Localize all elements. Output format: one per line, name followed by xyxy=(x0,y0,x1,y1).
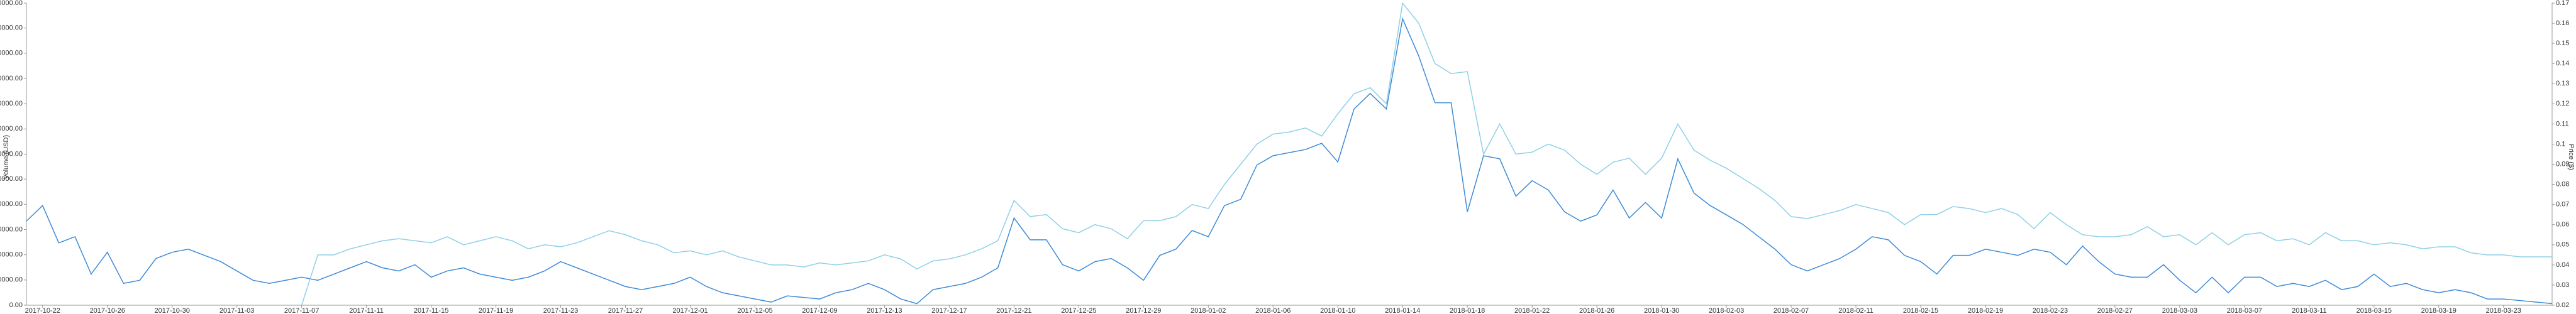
x-tick-label: 2018-01-30 xyxy=(1644,307,1679,314)
y-tick-label: 24300000.00 xyxy=(0,225,23,233)
x-tick-label: 2018-01-14 xyxy=(1385,307,1420,314)
x-tick-label: 2018-01-10 xyxy=(1320,307,1355,314)
x-tick-label: 2017-12-21 xyxy=(996,307,1031,314)
x-tick-label: 2018-03-23 xyxy=(2486,307,2521,314)
y-tick-label: 16200000.00 xyxy=(0,251,23,259)
y2-tick-label: 0.09 xyxy=(2556,160,2569,168)
series-line xyxy=(301,2,2552,306)
x-tick-label: 2018-01-26 xyxy=(1579,307,1614,314)
x-tick-label: 2017-11-23 xyxy=(543,307,578,314)
y2-tick-label: 0.17 xyxy=(2556,0,2569,7)
x-tick-label: 2018-03-03 xyxy=(2162,307,2197,314)
x-tick-label: 2017-11-07 xyxy=(284,307,319,314)
y-tick-label: 40500000.00 xyxy=(0,175,23,183)
y-tick-label: 72800000.00 xyxy=(0,75,23,82)
x-tick-label: 2018-03-11 xyxy=(2292,307,2326,314)
y-tick-label: 8100000.00 xyxy=(0,276,23,284)
y2-tick-label: 0.08 xyxy=(2556,181,2569,188)
y-tick-label: 89000000.00 xyxy=(0,24,23,32)
x-tick-label: 2018-02-15 xyxy=(1903,307,1938,314)
y2-axis-title: Price ($) xyxy=(2567,144,2575,170)
x-tick-label: 2018-03-07 xyxy=(2227,307,2262,314)
x-tick-label: 2017-11-11 xyxy=(349,307,384,314)
y2-tick-label: 0.07 xyxy=(2556,201,2569,208)
x-tick-label: 2017-11-27 xyxy=(608,307,643,314)
x-tick-label: 2018-01-02 xyxy=(1191,307,1226,314)
y-tick-label: 97000000.00 xyxy=(0,0,23,7)
x-tick-label: 2017-12-09 xyxy=(802,307,837,314)
y2-tick-label: 0.13 xyxy=(2556,80,2569,87)
y2-tick-label: 0.04 xyxy=(2556,261,2569,269)
x-tick-label: 2018-02-19 xyxy=(1968,307,2003,314)
x-tick-label: 2018-03-15 xyxy=(2357,307,2392,314)
y-tick-label: 48500000.00 xyxy=(0,150,23,158)
x-tick-label: 2018-02-23 xyxy=(2033,307,2068,314)
x-tick-label: 2018-01-18 xyxy=(1450,307,1485,314)
x-tick-label: 2017-11-15 xyxy=(414,307,448,314)
y2-tick-label: 0.12 xyxy=(2556,100,2569,107)
x-tick-label: 2017-10-22 xyxy=(25,307,60,314)
x-tick-label: 2017-12-29 xyxy=(1126,307,1161,314)
y2-tick-label: 0.11 xyxy=(2556,120,2569,127)
x-tick-label: 2018-02-07 xyxy=(1774,307,1809,314)
x-tick-label: 2017-12-05 xyxy=(737,307,772,314)
y-tick-label: 0.00 xyxy=(9,301,23,309)
y2-tick-label: 0.1 xyxy=(2556,140,2565,148)
y2-tick-label: 0.14 xyxy=(2556,60,2569,67)
y2-tick-label: 0.16 xyxy=(2556,19,2569,27)
x-tick-label: 2017-10-26 xyxy=(90,307,125,314)
x-tick-label: 2018-03-19 xyxy=(2421,307,2457,314)
x-tick-label: 2017-11-19 xyxy=(479,307,513,314)
y-tick-label: 56600000.00 xyxy=(0,125,23,133)
y2-tick-label: 0.02 xyxy=(2556,301,2569,309)
y-tick-label: 80900000.00 xyxy=(0,50,23,57)
x-tick-label: 2018-02-03 xyxy=(1709,307,1744,314)
x-tick-label: 2017-12-25 xyxy=(1061,307,1096,314)
y2-tick-label: 0.05 xyxy=(2556,241,2569,249)
y2-tick-label: 0.15 xyxy=(2556,40,2569,47)
y-axis-title: Volume (USD) xyxy=(3,135,10,179)
x-tick-label: 2017-10-30 xyxy=(155,307,190,314)
x-tick-label: 2018-01-06 xyxy=(1255,307,1291,314)
x-tick-label: 2017-11-03 xyxy=(219,307,254,314)
x-tick-label: 2018-02-11 xyxy=(1838,307,1873,314)
x-tick-label: 2018-02-27 xyxy=(2097,307,2133,314)
x-tick-label: 2018-01-22 xyxy=(1514,307,1550,314)
y2-tick-label: 0.06 xyxy=(2556,221,2569,229)
y2-tick-label: 0.03 xyxy=(2556,281,2569,289)
x-tick-label: 2017-12-17 xyxy=(931,307,967,314)
x-tick-label: 2017-12-13 xyxy=(867,307,902,314)
series-line xyxy=(26,17,2553,305)
y-tick-label: 64700000.00 xyxy=(0,100,23,107)
x-tick-label: 2017-12-01 xyxy=(672,307,708,314)
y-tick-label: 32400000.00 xyxy=(0,200,23,208)
